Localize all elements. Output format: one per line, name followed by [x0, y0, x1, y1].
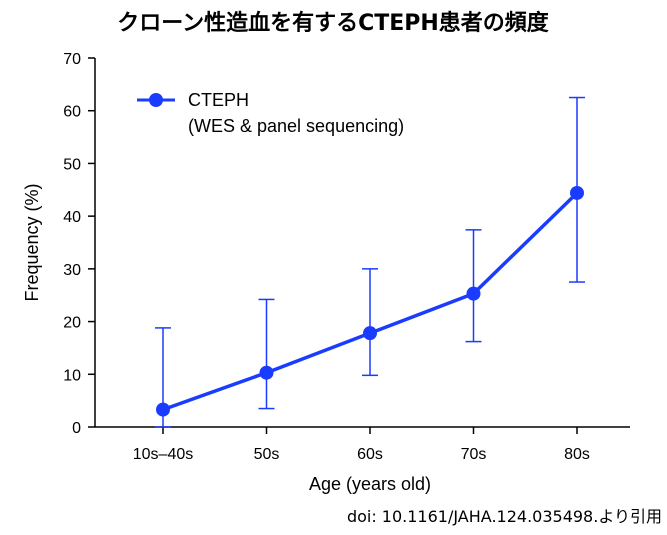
y-tick-label: 0: [72, 420, 81, 437]
y-axis: 0 10 20 30 40 50 60 70: [63, 51, 96, 437]
y-tick-label: 10: [63, 367, 81, 384]
x-axis: 10s–40s 50s 60s 70s 80s: [95, 426, 630, 463]
legend: CTEPH (WES & panel sequencing): [137, 90, 404, 136]
x-tick-label: 60s: [357, 446, 383, 463]
data-point: [570, 185, 584, 200]
data-point: [156, 402, 170, 417]
x-tick-label: 70s: [461, 446, 487, 463]
y-tick-label: 20: [63, 315, 81, 332]
y-tick-label: 40: [63, 209, 81, 226]
legend-label: CTEPH: [188, 90, 249, 110]
data-point: [466, 286, 481, 301]
data-point: [259, 365, 274, 380]
chart-title: クローン性造血を有するCTEPH患者の頻度: [117, 10, 550, 36]
y-tick-label: 60: [63, 104, 81, 121]
source-note: doi: 10.1161/JAHA.124.035498.より引用: [347, 507, 662, 526]
legend-marker: [149, 93, 163, 107]
y-axis-label: Frequency (%): [22, 183, 42, 301]
x-tick-label: 10s–40s: [133, 446, 194, 463]
data-point: [363, 326, 377, 341]
y-tick-label: 70: [63, 51, 81, 68]
series-cteph: [155, 96, 585, 428]
x-tick-label: 80s: [564, 446, 590, 463]
y-tick-label: 30: [63, 262, 81, 279]
x-axis-label: Age (years old): [309, 474, 431, 494]
x-tick-label: 50s: [254, 446, 280, 463]
y-tick-label: 50: [63, 156, 81, 173]
legend-label-line2: (WES & panel sequencing): [188, 116, 404, 136]
